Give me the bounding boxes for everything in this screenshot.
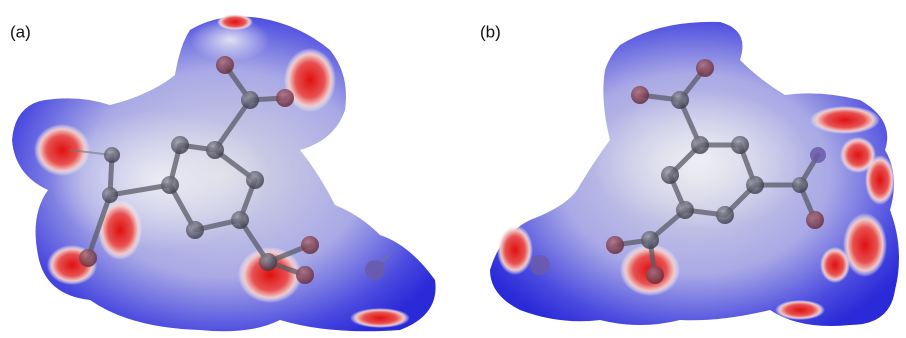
figure: (a) (b): [0, 0, 906, 338]
panel-label: (a): [10, 22, 31, 41]
hirshfeld-surface-b: [490, 22, 899, 326]
panel-label: (b): [480, 22, 501, 41]
hirshfeld-surface-a: [12, 14, 436, 331]
